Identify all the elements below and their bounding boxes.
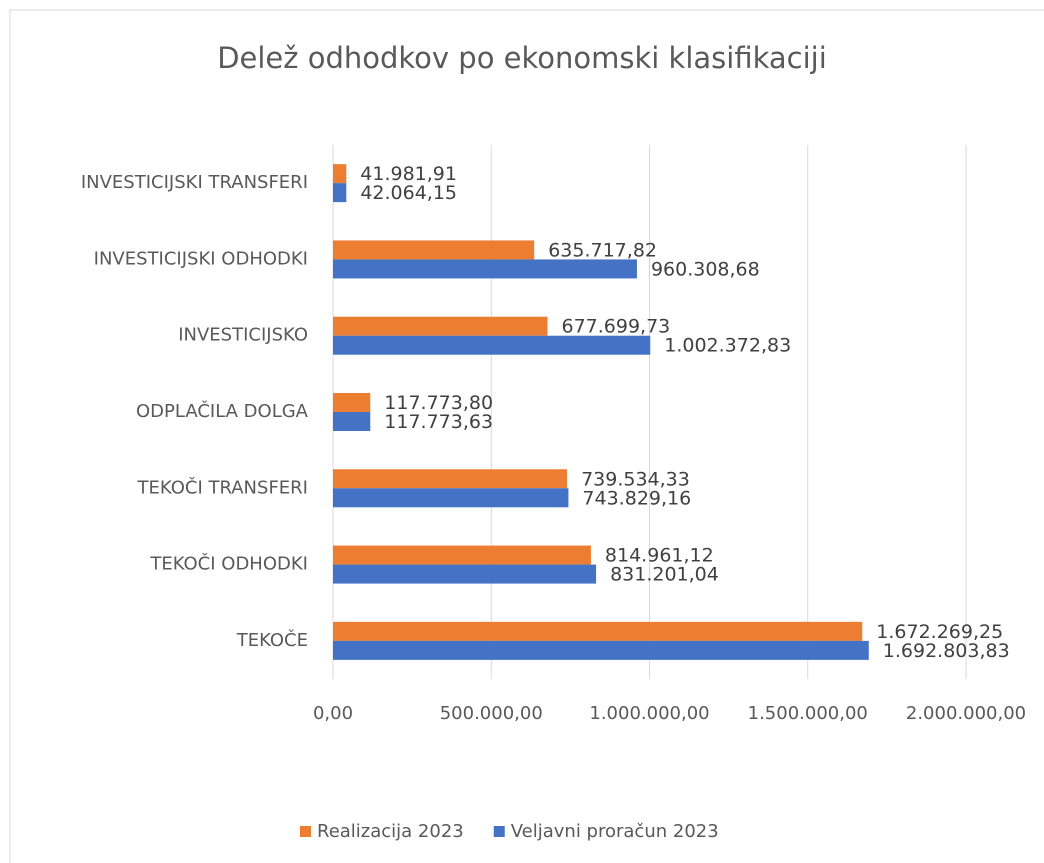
data-label: 1.672.269,25 bbox=[876, 621, 1003, 643]
data-label: 1.692.803,83 bbox=[883, 640, 1010, 662]
x-tick-label: 0,00 bbox=[313, 703, 353, 724]
bar bbox=[333, 545, 591, 565]
y-tick-label: TEKOČI TRANSFERI bbox=[137, 476, 308, 498]
bar bbox=[333, 564, 597, 584]
data-label: 814.961,12 bbox=[605, 545, 714, 567]
bar bbox=[333, 640, 869, 660]
bar bbox=[333, 393, 371, 412]
legend-swatch bbox=[300, 826, 311, 837]
x-tick-label: 2.000.000,00 bbox=[906, 703, 1026, 724]
x-tick-label: 500.000,00 bbox=[440, 703, 543, 724]
bar bbox=[333, 621, 863, 641]
legend-label: Realizacija 2023 bbox=[317, 821, 464, 842]
y-tick-label: ODPLAČILA DOLGA bbox=[136, 400, 309, 422]
bar bbox=[333, 259, 637, 279]
x-tick-label: 1.500.000,00 bbox=[748, 703, 868, 724]
data-label: 42.064,15 bbox=[360, 182, 457, 204]
bar bbox=[333, 412, 371, 431]
bar bbox=[333, 488, 569, 508]
data-label: 1.002.372,83 bbox=[664, 335, 791, 357]
y-tick-label: TEKOČI ODHODKI bbox=[149, 553, 308, 575]
data-label: 117.773,63 bbox=[384, 411, 493, 433]
bar bbox=[333, 316, 548, 336]
y-tick-label: TEKOČE bbox=[236, 629, 308, 651]
y-tick-label: INVESTICIJSKI TRANSFERI bbox=[81, 172, 308, 193]
data-label: 41.981,91 bbox=[360, 163, 457, 185]
y-tick-label: INVESTICIJSKO bbox=[178, 325, 308, 346]
data-label: 960.308,68 bbox=[651, 258, 760, 280]
data-label: 635.717,82 bbox=[548, 239, 657, 261]
bar bbox=[333, 183, 347, 203]
chart-border bbox=[9, 9, 1044, 863]
legend-label: Veljavni proračun 2023 bbox=[511, 821, 719, 842]
data-label: 743.829,16 bbox=[582, 487, 691, 509]
data-label: 117.773,80 bbox=[384, 392, 493, 414]
data-label: 677.699,73 bbox=[561, 316, 670, 338]
y-tick-label: INVESTICIJSKI ODHODKI bbox=[94, 248, 308, 269]
bar bbox=[333, 164, 347, 184]
data-label: 739.534,33 bbox=[581, 468, 690, 490]
legend-swatch bbox=[493, 826, 505, 837]
bar bbox=[333, 240, 535, 260]
data-label: 831.201,04 bbox=[610, 564, 719, 586]
bar bbox=[333, 335, 651, 355]
x-tick-label: 1.000.000,00 bbox=[589, 703, 709, 724]
bar bbox=[333, 469, 568, 489]
chart-title: Delež odhodkov po ekonomski klasifikacij… bbox=[217, 41, 827, 75]
